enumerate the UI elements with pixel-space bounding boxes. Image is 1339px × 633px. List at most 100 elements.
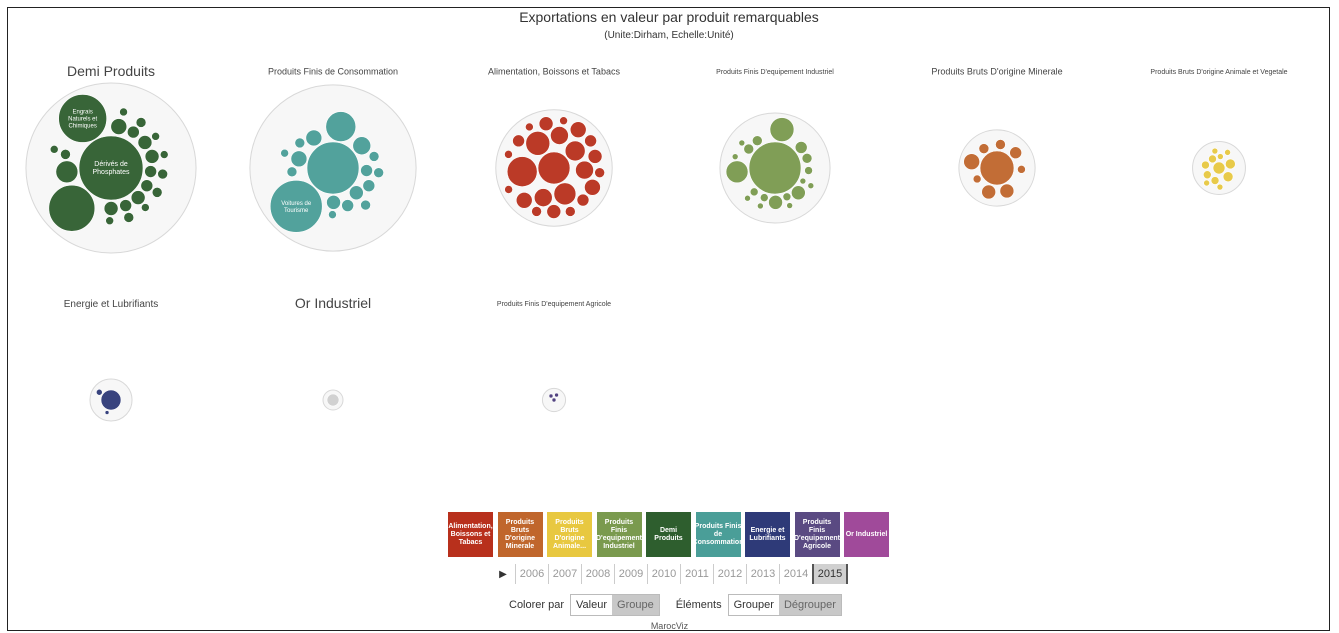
product-bubble[interactable]: [362, 179, 376, 192]
product-bubble[interactable]: [995, 139, 1006, 150]
legend-item[interactable]: Produits Finis D'equipement Agricole: [794, 512, 840, 557]
product-bubble[interactable]: [757, 202, 764, 210]
year-2009[interactable]: 2009: [614, 564, 647, 584]
product-bubble[interactable]: [553, 182, 577, 206]
product-bubble[interactable]: [512, 134, 525, 148]
product-bubble[interactable]: [58, 94, 107, 143]
product-bubble[interactable]: [78, 135, 144, 201]
product-bubble[interactable]: [373, 167, 384, 178]
product-bubble[interactable]: [141, 203, 150, 212]
ungroup-option[interactable]: Dégrouper: [778, 595, 841, 615]
product-bubble[interactable]: [290, 150, 308, 168]
product-bubble[interactable]: [1009, 146, 1022, 160]
product-bubble[interactable]: [135, 117, 147, 128]
product-bubble[interactable]: [569, 121, 587, 138]
product-bubble[interactable]: [584, 179, 601, 196]
product-bubble[interactable]: [537, 151, 571, 185]
product-bubble[interactable]: [548, 393, 554, 399]
legend-item[interactable]: Demi Produits: [646, 512, 691, 557]
product-bubble[interactable]: [352, 136, 372, 156]
year-2008[interactable]: 2008: [581, 564, 614, 584]
product-bubble[interactable]: [979, 150, 1015, 186]
product-bubble[interactable]: [55, 160, 79, 184]
product-bubble[interactable]: [506, 156, 538, 187]
product-bubble[interactable]: [151, 187, 163, 198]
product-bubble[interactable]: [103, 201, 119, 216]
product-bubble[interactable]: [749, 187, 759, 197]
product-bubble[interactable]: [341, 199, 354, 212]
product-bubble[interactable]: [1203, 179, 1210, 187]
product-bubble[interactable]: [95, 388, 103, 396]
product-bubble[interactable]: [807, 182, 815, 189]
product-bubble[interactable]: [575, 160, 594, 180]
year-2007[interactable]: 2007: [548, 564, 581, 584]
legend-item[interactable]: Produits Finis D'equipement Industriel: [596, 512, 642, 557]
product-bubble[interactable]: [325, 111, 357, 142]
product-bubble[interactable]: [594, 167, 605, 178]
legend-item[interactable]: Energie et Lubrifiants: [745, 512, 790, 557]
product-bubble[interactable]: [978, 143, 990, 154]
product-bubble[interactable]: [554, 392, 559, 398]
product-bubble[interactable]: [1212, 161, 1226, 175]
product-bubble[interactable]: [49, 145, 59, 154]
product-bubble[interactable]: [294, 137, 306, 149]
product-bubble[interactable]: [504, 150, 513, 159]
product-bubble[interactable]: [533, 188, 553, 207]
year-2014[interactable]: 2014: [779, 564, 812, 584]
product-bubble[interactable]: [576, 193, 590, 207]
product-bubble[interactable]: [769, 117, 795, 142]
year-2006[interactable]: 2006: [515, 564, 548, 584]
product-bubble[interactable]: [768, 195, 783, 210]
product-bubble[interactable]: [104, 410, 110, 415]
product-bubble[interactable]: [1217, 153, 1224, 160]
product-bubble[interactable]: [326, 195, 341, 210]
product-bubble[interactable]: [269, 180, 323, 233]
product-bubble[interactable]: [531, 206, 542, 217]
product-bubble[interactable]: [306, 141, 360, 195]
legend-item[interactable]: Produits Finis de Consommation: [695, 512, 741, 557]
group-option[interactable]: Grouper: [728, 595, 779, 615]
product-bubble[interactable]: [1224, 149, 1231, 156]
product-bubble[interactable]: [127, 125, 140, 139]
color-by-value-option[interactable]: Valeur: [571, 595, 613, 615]
product-bubble[interactable]: [60, 149, 71, 160]
product-bubble[interactable]: [137, 135, 153, 150]
product-bubble[interactable]: [801, 152, 813, 164]
product-bubble[interactable]: [48, 184, 96, 232]
year-2013[interactable]: 2013: [746, 564, 779, 584]
product-bubble[interactable]: [587, 149, 603, 164]
product-bubble[interactable]: [559, 116, 568, 126]
product-bubble[interactable]: [286, 166, 298, 178]
product-bubble[interactable]: [110, 118, 128, 135]
product-bubble[interactable]: [515, 191, 533, 209]
product-bubble[interactable]: [748, 141, 802, 195]
product-bubble[interactable]: [550, 126, 569, 145]
product-bubble[interactable]: [963, 153, 980, 171]
product-bubble[interactable]: [743, 143, 755, 155]
product-bubble[interactable]: [1211, 147, 1219, 155]
product-bubble[interactable]: [786, 202, 793, 209]
product-bubble[interactable]: [157, 168, 168, 180]
product-bubble[interactable]: [725, 160, 749, 184]
product-bubble[interactable]: [564, 206, 576, 217]
legend-item[interactable]: Produits Bruts D'origine Minerale: [497, 512, 543, 557]
product-bubble[interactable]: [151, 132, 160, 141]
product-bubble[interactable]: [981, 184, 996, 200]
product-bubble[interactable]: [144, 165, 157, 178]
year-2015[interactable]: 2015: [812, 564, 848, 584]
legend-item[interactable]: Or Industriel: [844, 512, 889, 557]
product-bubble[interactable]: [794, 141, 808, 154]
product-bubble[interactable]: [791, 185, 806, 201]
product-bubble[interactable]: [130, 190, 146, 205]
product-bubble[interactable]: [1222, 171, 1234, 183]
product-bubble[interactable]: [326, 393, 340, 407]
product-bubble[interactable]: [1017, 165, 1026, 174]
product-bubble[interactable]: [1216, 183, 1224, 191]
product-bubble[interactable]: [1208, 154, 1217, 164]
product-bubble[interactable]: [100, 389, 122, 411]
product-bubble[interactable]: [759, 193, 769, 202]
product-bubble[interactable]: [360, 199, 371, 211]
product-bubble[interactable]: [731, 153, 739, 160]
year-2011[interactable]: 2011: [680, 564, 713, 584]
product-bubble[interactable]: [140, 179, 154, 192]
